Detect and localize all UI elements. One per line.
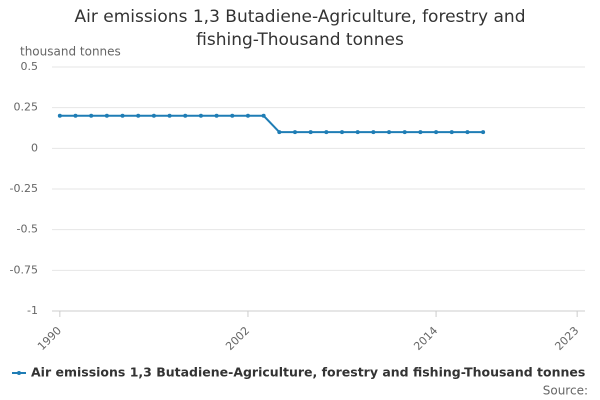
point [449,130,454,135]
point [434,130,439,135]
legend-marker [17,371,21,375]
y-tick-label: 0 [31,141,38,154]
point [73,113,78,118]
point [340,130,345,135]
point [261,113,266,118]
legend-label: Air emissions 1,3 Butadiene-Agriculture,… [31,365,585,380]
point [198,113,203,118]
point [167,113,172,118]
x-tick-label: 2023 [552,324,581,353]
x-tick-label: 2014 [411,324,440,353]
point [355,130,360,135]
point [214,113,219,118]
y-tick-label: 0.25 [14,101,39,114]
y-tick-label: -0.75 [10,263,38,276]
point [183,113,188,118]
y-tick-label: -1 [27,304,38,317]
point [57,113,62,118]
y-tick-label: 0.5 [21,60,39,73]
point [120,113,125,118]
point [308,130,313,135]
y-axis-label: thousand tonnes [20,45,121,59]
point [387,130,392,135]
point [136,113,141,118]
point [230,113,235,118]
point [245,113,250,118]
point [151,113,156,118]
x-tick-label: 1990 [35,324,64,353]
source: Source: [543,384,588,398]
point [402,130,407,135]
point [277,130,282,135]
point [104,113,109,118]
point [89,113,94,118]
point [371,130,376,135]
point [324,130,329,135]
point [481,130,486,135]
y-tick-label: -0.5 [17,223,38,236]
point [465,130,470,135]
x-tick-label: 2002 [223,324,252,353]
chart-title: Air emissions 1,3 Butadiene-Agriculture,… [74,7,526,50]
point [418,130,423,135]
line [59,114,484,134]
y-tick-label: -0.25 [10,182,38,195]
point [292,130,297,135]
